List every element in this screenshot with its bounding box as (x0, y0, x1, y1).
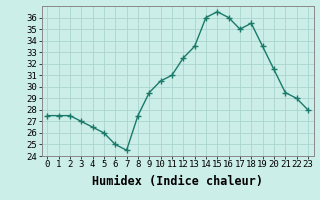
X-axis label: Humidex (Indice chaleur): Humidex (Indice chaleur) (92, 175, 263, 188)
